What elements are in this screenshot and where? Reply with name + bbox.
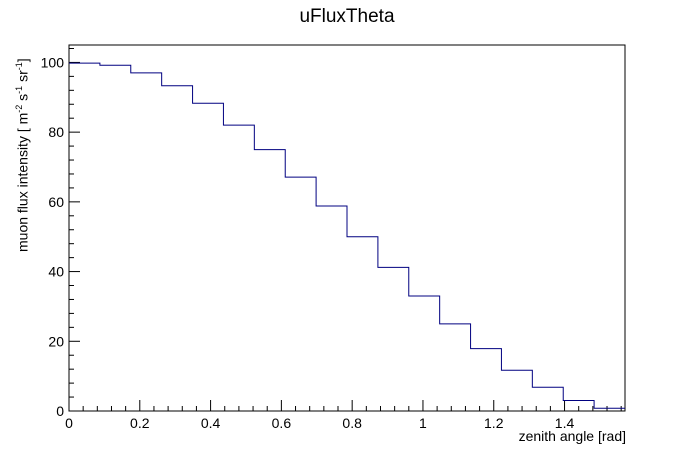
x-tick-label: 1 (419, 415, 427, 431)
y-tick-label: 80 (48, 124, 64, 140)
y-tick-label: 100 (41, 54, 65, 70)
y-tick-label: 0 (56, 403, 64, 419)
x-axis-label: zenith angle [rad] (518, 428, 626, 444)
x-tick-label: 1.4 (555, 415, 575, 431)
chart-title: uFluxTheta (299, 6, 395, 27)
y-axis-label: muon flux intensity [ m-2 s-1 sr-1] (14, 58, 31, 252)
y-tick-label: 20 (48, 333, 64, 349)
x-tick-label: 0.4 (201, 415, 221, 431)
x-tick-label: 0.2 (130, 415, 150, 431)
y-tick-label: 60 (48, 194, 64, 210)
x-tick-label: 0.6 (272, 415, 292, 431)
plot-frame (68, 44, 626, 412)
x-tick-label: 0.8 (342, 415, 362, 431)
y-tick-label: 40 (48, 264, 64, 280)
y-axis: 0 20 40 60 80 100 (41, 47, 80, 419)
histogram-series (69, 62, 625, 409)
x-axis: 0 0.2 0.4 0.6 0.8 1 1.2 1.4 (65, 400, 622, 431)
x-tick-label: 0 (65, 415, 73, 431)
x-tick-label: 1.2 (484, 415, 504, 431)
